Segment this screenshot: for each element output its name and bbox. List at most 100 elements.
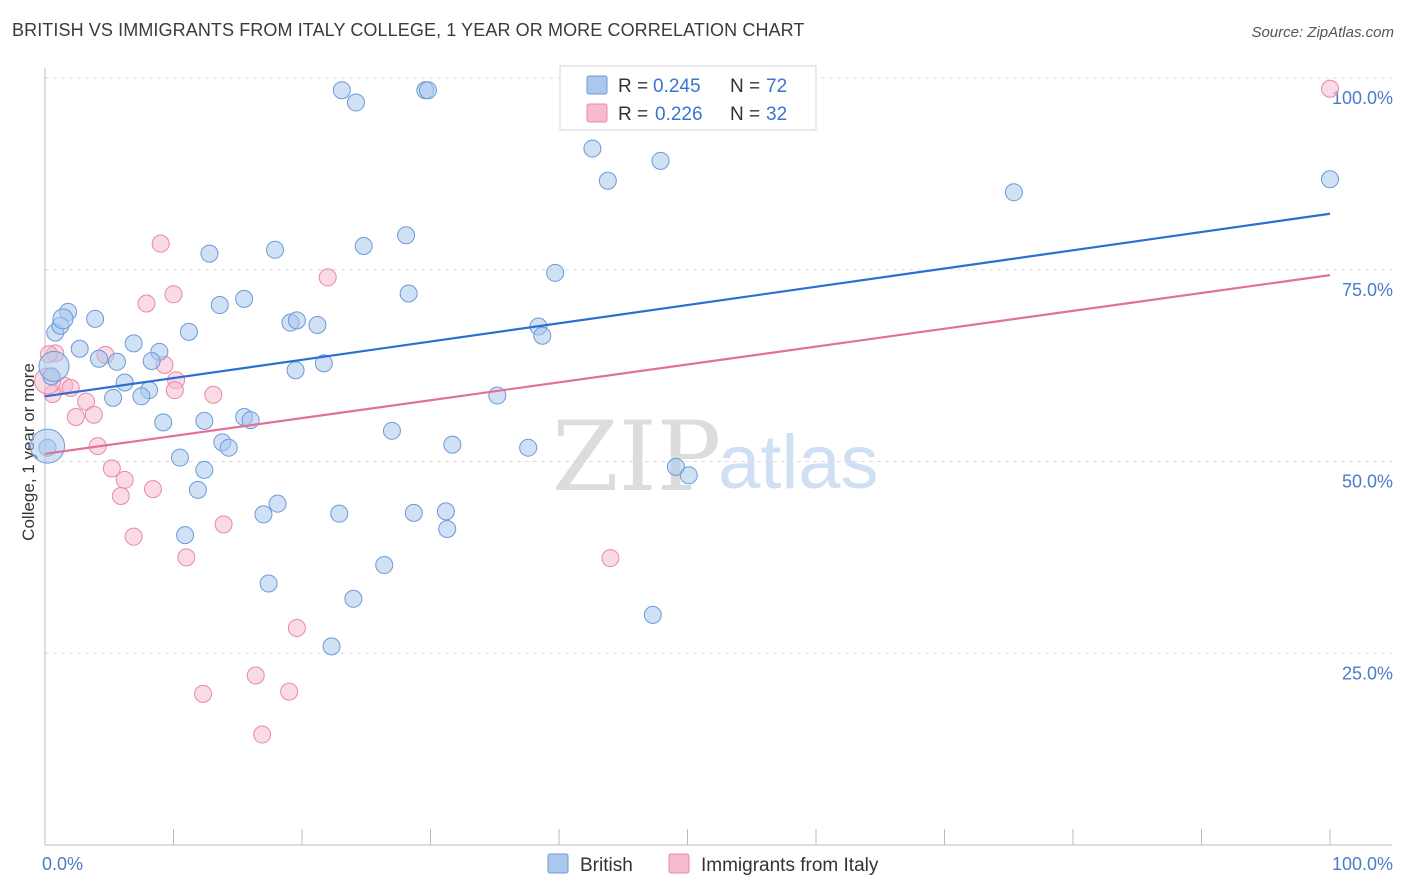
british-point-large — [38, 350, 70, 382]
british-point — [287, 311, 306, 330]
legend-n-value-italy: 32 — [766, 104, 787, 125]
watermark-atlas: atlas — [718, 420, 879, 505]
british-point — [89, 349, 108, 368]
legend-n-label-italy: N = — [730, 104, 760, 125]
british-point — [235, 289, 254, 308]
british-point — [132, 387, 151, 406]
italy-point — [111, 487, 130, 506]
series-british — [30, 81, 1339, 656]
italy-point — [1321, 79, 1339, 98]
y-tick-label-50: 50.0% — [1342, 472, 1393, 492]
british-point — [200, 244, 219, 263]
british-point — [104, 388, 123, 407]
legend-r-label-italy: R = — [618, 104, 648, 125]
british-point — [188, 480, 207, 499]
british-point — [519, 438, 538, 457]
british-point — [583, 139, 602, 158]
british-point — [651, 151, 670, 170]
x-tick-label-end: 100.0% — [1332, 854, 1393, 874]
british-point — [438, 519, 457, 538]
british-point — [332, 81, 351, 100]
british-point — [195, 411, 214, 430]
italy-point — [137, 294, 156, 313]
italy-point — [194, 684, 213, 703]
british-point — [254, 505, 273, 524]
legend-r-label-british: R = — [618, 76, 648, 97]
italy-point — [143, 480, 162, 499]
italy-point — [253, 725, 272, 744]
italy-point — [177, 548, 196, 567]
british-point — [346, 93, 365, 112]
british-point — [170, 448, 189, 467]
y-tick-labels: 25.0% 50.0% 75.0% 100.0% — [1332, 88, 1393, 683]
british-point — [259, 574, 278, 593]
trend-line-italy — [44, 274, 1331, 455]
italy-point — [246, 666, 265, 685]
legend-r-value-italy: 0.226 — [655, 104, 703, 125]
legend-n-label-british: N = — [730, 76, 760, 97]
x-tick-label-start: 0.0% — [42, 854, 83, 874]
british-point — [397, 226, 416, 245]
italy-point — [287, 618, 306, 637]
british-point — [266, 240, 285, 259]
italy-point — [124, 527, 143, 546]
italy-point — [280, 682, 299, 701]
bottom-legend-british: British — [580, 855, 633, 876]
british-point — [404, 503, 423, 522]
british-point — [210, 296, 229, 315]
british-point — [124, 334, 143, 353]
british-point — [1321, 170, 1339, 189]
british-point — [330, 504, 349, 523]
british-point — [533, 326, 552, 345]
source-label: Source: ZipAtlas.com — [1251, 24, 1394, 41]
y-tick-label-75: 75.0% — [1342, 280, 1393, 300]
british-point — [344, 589, 363, 608]
british-point — [107, 352, 126, 371]
italy-point — [151, 234, 170, 253]
british-point — [308, 315, 327, 334]
british-point — [195, 460, 214, 479]
italy-point — [164, 285, 183, 304]
british-point — [382, 421, 401, 440]
british-point — [219, 438, 238, 457]
bottom-legend-swatch-italy — [668, 853, 690, 874]
british-point — [443, 435, 462, 454]
italy-point — [601, 549, 620, 568]
chart-title: BRITISH VS IMMIGRANTS FROM ITALY COLLEGE… — [12, 20, 805, 40]
british-point — [86, 309, 105, 328]
british-point — [643, 605, 662, 624]
british-point — [179, 322, 198, 341]
trend-line-british — [44, 212, 1331, 398]
british-point — [418, 81, 437, 100]
british-point-large — [52, 308, 74, 330]
british-point — [375, 556, 394, 575]
legend-swatch-italy — [586, 103, 608, 123]
gridlines — [45, 77, 1392, 654]
italy-point — [165, 381, 184, 400]
italy-point — [102, 459, 121, 478]
british-point — [546, 263, 565, 282]
british-point — [314, 354, 333, 373]
british-point — [268, 494, 287, 513]
british-point — [176, 526, 195, 545]
bottom-legend-swatch-british — [547, 853, 569, 874]
bottom-legend-italy: Immigrants from Italy — [701, 855, 879, 876]
legend-r-value-british: 0.245 — [653, 76, 701, 97]
british-point — [436, 502, 455, 521]
x-tick-labels: 0.0% 100.0% — [42, 854, 1393, 874]
watermark-zip: ZIP — [552, 401, 721, 513]
italy-point — [84, 405, 103, 424]
italy-point — [115, 470, 134, 489]
british-point — [142, 352, 161, 371]
british-point — [70, 339, 89, 358]
british-point — [354, 236, 373, 255]
italy-point — [318, 268, 337, 287]
british-point-large — [30, 428, 66, 464]
italy-point — [214, 515, 233, 534]
watermark: ZIP atlas — [552, 401, 879, 513]
italy-point — [66, 408, 85, 427]
legend-swatch-british — [586, 75, 608, 95]
british-point — [679, 466, 698, 485]
legend-n-value-british: 72 — [766, 76, 787, 97]
